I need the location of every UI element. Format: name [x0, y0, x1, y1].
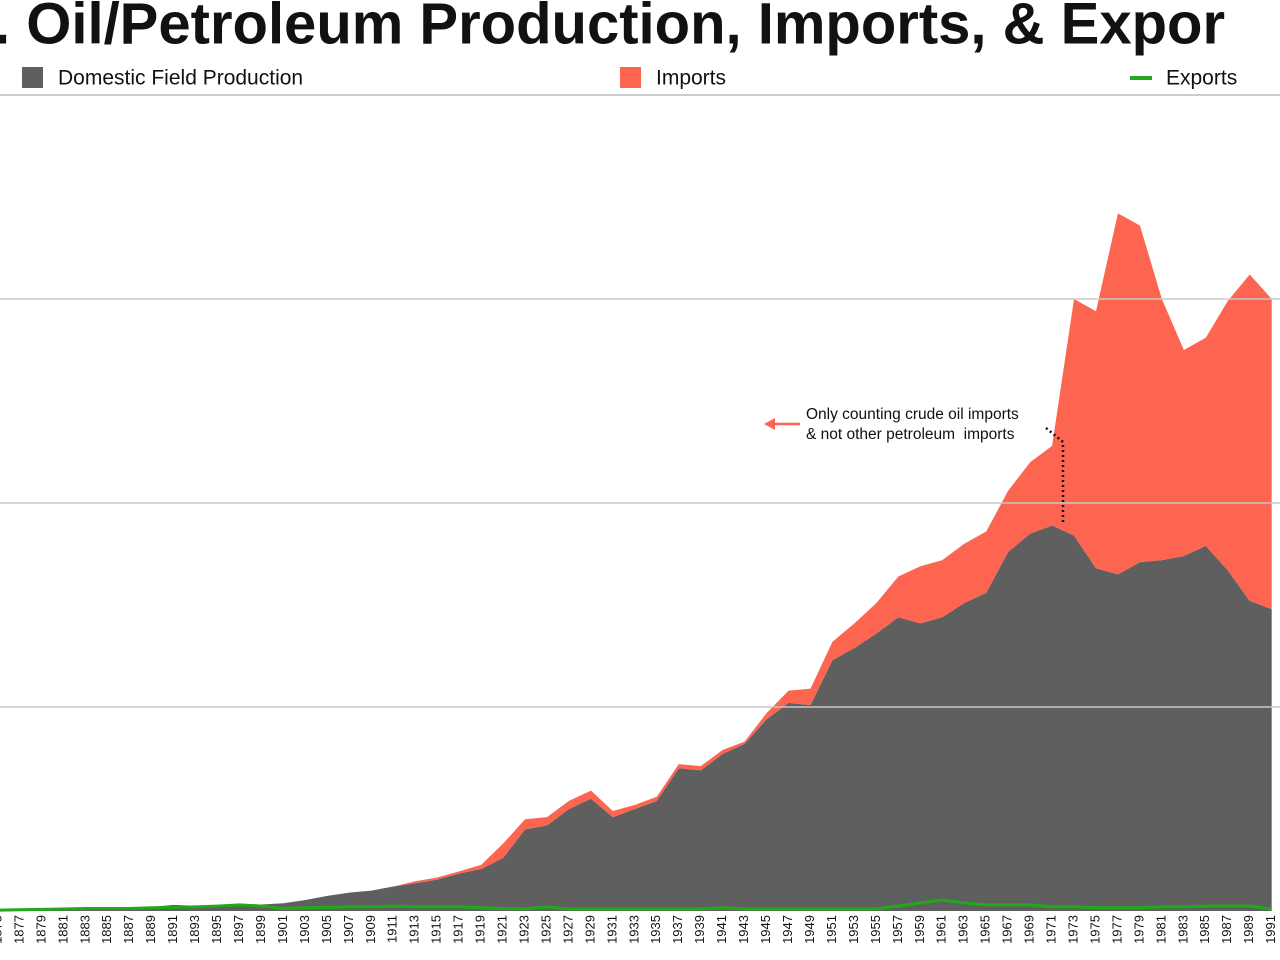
legend-label: Exports	[1166, 67, 1237, 90]
x-tick-label: 1883	[77, 915, 92, 944]
x-tick-label: 1931	[604, 915, 619, 944]
x-tick-label: 1929	[582, 915, 597, 944]
x-tick-label: 1951	[824, 915, 839, 944]
annotation: Only counting crude oil imports	[806, 406, 1019, 423]
x-tick-label: 1909	[363, 915, 378, 944]
x-tick-label: 1879	[33, 915, 48, 944]
area	[0, 213, 1272, 910]
x-tick-label: 1963	[956, 915, 971, 944]
x-tick-label: 1967	[1000, 915, 1015, 944]
x-tick-label: 1899	[253, 915, 268, 944]
x-tick-label: 1903	[297, 915, 312, 944]
x-tick-label: 1939	[692, 915, 707, 944]
x-tick-label: 1949	[802, 915, 817, 944]
x-tick-label: 1955	[868, 915, 883, 944]
x-tick-label: 1973	[1065, 915, 1080, 944]
x-tick-label: 1877	[11, 915, 26, 944]
x-tick-label: 1987	[1219, 915, 1234, 944]
x-tick-label: 1985	[1197, 915, 1212, 944]
x-tick-label: 1911	[385, 915, 400, 943]
x-tick-label: 1885	[99, 915, 114, 944]
x-tick-label: 1923	[516, 915, 531, 944]
x-tick-label: 1905	[319, 915, 334, 944]
x-tick-label: 1927	[560, 915, 575, 944]
x-tick-label: 1941	[714, 915, 729, 944]
x-tick-label: 1979	[1131, 915, 1146, 944]
x-tick-label: 1915	[429, 915, 444, 944]
x-tick-label: 1875	[0, 915, 4, 944]
x-tick-label: 1895	[209, 915, 224, 944]
x-tick-label: 1933	[626, 915, 641, 944]
x-tick-label: 1977	[1109, 915, 1124, 944]
annotation: & not other petroleum imports	[806, 426, 1015, 443]
legend-swatch	[22, 67, 43, 88]
x-tick-label: 1971	[1044, 915, 1059, 944]
x-tick-label: 1917	[451, 915, 466, 944]
x-tick-label: 1921	[495, 915, 510, 944]
x-tick-label: 1897	[231, 915, 246, 944]
x-tick-label: 1947	[780, 915, 795, 944]
line	[0, 898, 1272, 912]
legend-label: Domestic Field Production	[58, 67, 303, 90]
x-tick-label: 1901	[275, 915, 290, 944]
x-tick-label: 1969	[1022, 915, 1037, 944]
x-tick-label: 1925	[538, 915, 553, 944]
x-tick-label: 1889	[143, 915, 158, 944]
x-tick-label: 1957	[890, 915, 905, 944]
x-tick-label: 1953	[846, 915, 861, 944]
chart-title: . Oil/Petroleum Production, Imports, & E…	[0, 0, 1225, 56]
legend-swatch	[620, 67, 641, 88]
x-tick-label: 1893	[187, 915, 202, 944]
legend-label: Imports	[656, 67, 726, 90]
x-tick-label: 1891	[165, 915, 180, 944]
x-tick-label: 1981	[1153, 915, 1168, 944]
x-tick-label: 1965	[978, 915, 993, 944]
area	[0, 525, 1272, 911]
x-tick-label: 1913	[407, 915, 422, 944]
x-tick-label: 1959	[912, 915, 927, 944]
x-tick-label: 1945	[758, 915, 773, 944]
x-tick-label: 1881	[55, 915, 70, 944]
x-tick-label: 1943	[736, 915, 751, 944]
x-tick-label: 1935	[648, 915, 663, 944]
x-tick-label: 1887	[121, 915, 136, 944]
x-tick-label: 1975	[1087, 915, 1102, 944]
x-tick-label: 1907	[341, 915, 356, 944]
x-tick-label: 1961	[934, 915, 949, 944]
x-tick-label: 1919	[473, 915, 488, 944]
x-tick-label: 1983	[1175, 915, 1190, 944]
x-tick-label: 1991	[1263, 915, 1278, 944]
legend-swatch	[1130, 76, 1152, 80]
x-tick-label: 1937	[670, 915, 685, 944]
annotation-arrowhead	[764, 418, 775, 430]
x-tick-label: 1989	[1241, 915, 1256, 944]
